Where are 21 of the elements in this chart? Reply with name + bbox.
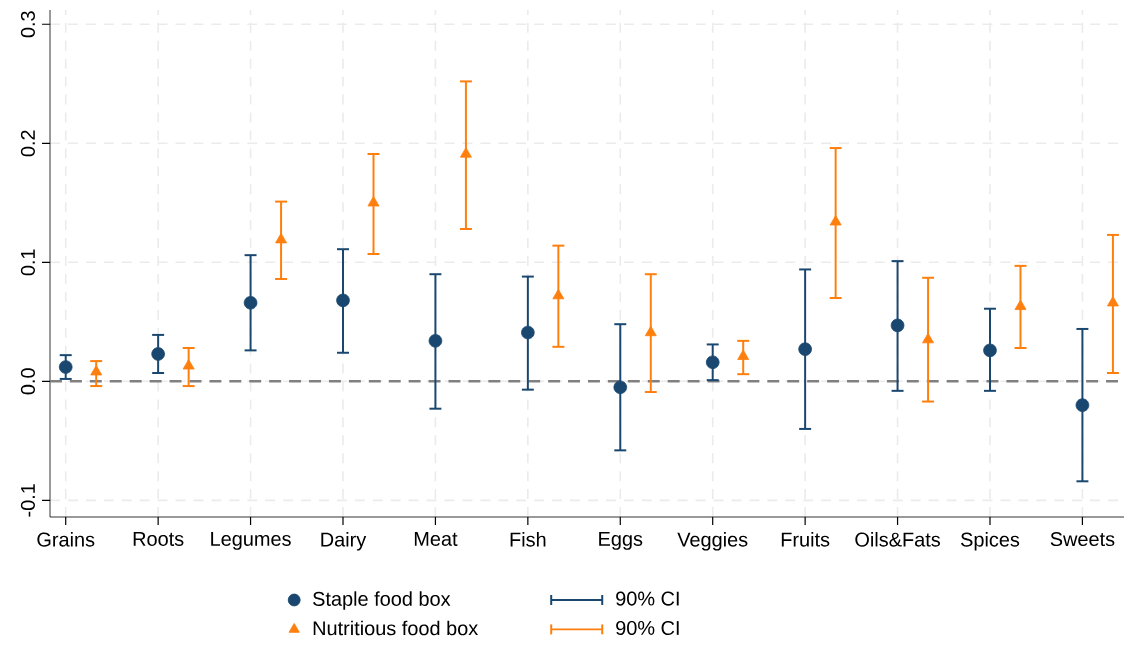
x-tick-label: Meat <box>414 532 458 546</box>
x-tick-label: Fruits <box>781 532 830 547</box>
x-tick-label: Spices <box>960 532 1020 551</box>
text: 90% CI <box>616 620 679 636</box>
x-tick-label: Grains <box>37 532 95 547</box>
legend-label: Staple food box <box>313 591 451 610</box>
text: 90% CI <box>616 591 679 606</box>
x-tick-label: Dairy <box>321 532 367 551</box>
y-tick-label: 0.3 <box>20 11 35 38</box>
x-tick-label: Fish <box>510 532 546 547</box>
y-tick-label: 0.0 <box>20 368 35 395</box>
x-tick-label: Sweets <box>1050 532 1115 547</box>
y-tick-label: 0.2 <box>20 130 35 157</box>
y-tick-label: 0.1 <box>20 249 35 276</box>
x-tick-label: Legumes <box>211 532 291 550</box>
x-tick-label: Veggies <box>677 532 748 551</box>
legend-label: Nutritious food box <box>313 620 479 636</box>
y-tick-label: -0.1 <box>20 484 35 517</box>
x-tick-label: Eggs <box>599 532 643 550</box>
x-tick-label: Roots <box>133 532 184 546</box>
x-tick-label: Oils&Fats <box>855 532 941 547</box>
